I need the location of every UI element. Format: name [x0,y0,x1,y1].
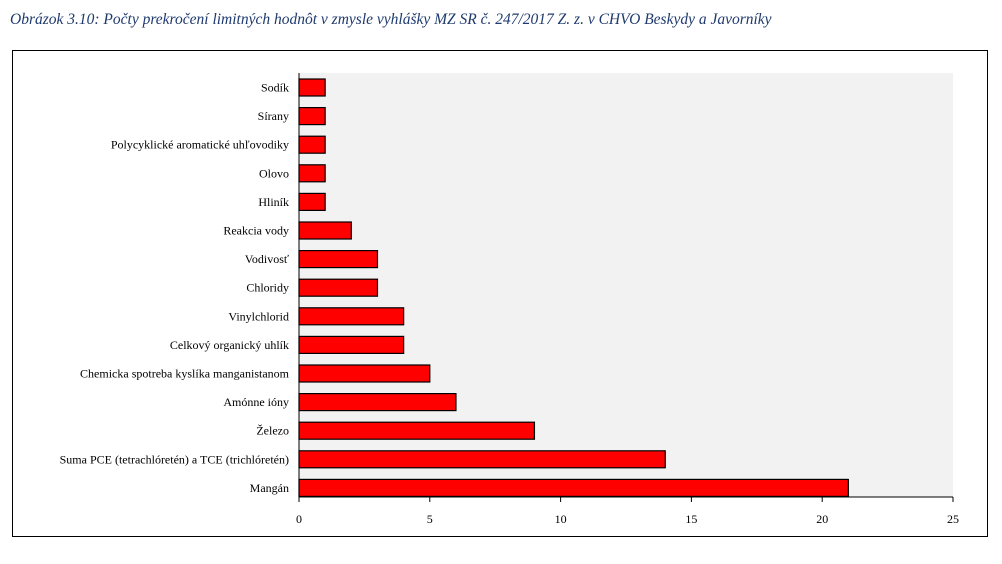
bar [298,364,431,383]
category-label: Mangán [250,481,289,495]
x-axis: 0 5 10 15 20 25 [296,73,959,526]
category-label: Suma PCE (tetrachlóretén) a TCE (trichló… [60,452,289,466]
figure-caption: Obrázok 3.10: Počty prekročení limitných… [10,11,772,28]
bar [298,106,326,126]
bar [298,78,326,97]
bar [298,135,326,154]
bar [298,307,405,326]
bar [298,250,379,269]
category-label: Chemicka spotreba kyslíka manganistanom [80,367,290,381]
category-label: Vinylchlorid [228,309,289,323]
x-tick-label: 20 [816,512,828,526]
bar [298,393,457,412]
bar [298,192,326,211]
category-label: Olovo [259,166,289,180]
x-tick-label: 5 [427,512,433,526]
category-label: Amónne ióny [223,395,289,409]
x-tick-label: 25 [947,512,959,526]
category-label: Celkový organický uhlík [170,338,289,352]
category-label: Železo [256,424,289,438]
bar [298,335,405,354]
bar [298,478,849,497]
bar [298,221,352,240]
category-label: Vodivosť [245,252,289,266]
category-label: Sírany [258,109,289,123]
category-label: Sodík [261,81,289,95]
category-label: Hliník [258,195,289,209]
category-labels: Sodík Sírany Polycyklické aromatické uhľov… [60,81,290,495]
x-tick-label: 10 [555,512,567,526]
category-label: Reakcia vody [223,224,289,238]
x-tick-label: 15 [685,512,697,526]
category-label: Chloridy [246,281,289,295]
bar [298,164,326,183]
x-tick-label: 0 [296,512,302,526]
bar [298,450,666,469]
bar [298,278,379,297]
category-label: Polycyklické aromatické uhľovodiky [111,138,289,152]
bar [298,421,536,440]
